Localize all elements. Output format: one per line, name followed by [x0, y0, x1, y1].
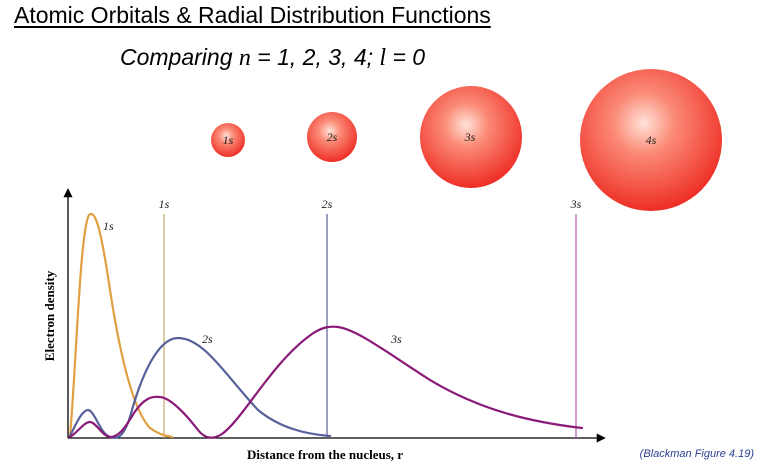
curve-2s-label: 2s — [202, 332, 213, 346]
radius-line-3s-label: 3s — [570, 197, 582, 211]
curve-2s — [68, 336, 332, 439]
curve-3s-label: 3s — [390, 332, 402, 346]
curve-1s — [68, 212, 174, 439]
radius-line-1s-label: 1s — [159, 197, 170, 211]
radius-line-2s-label: 2s — [322, 197, 333, 211]
subtitle-n-variable: n — [238, 45, 251, 71]
page-subtitle: Comparing n = 1, 2, 3, 4; l = 0 — [120, 44, 425, 72]
orbital-3s-sphere — [420, 86, 522, 188]
orbital-2s-sphere — [307, 112, 357, 162]
orbital-3s-label: 3s — [464, 130, 476, 144]
y-axis-label: Electron density — [42, 270, 57, 361]
radial-curves: 1s 2s 3s — [68, 212, 584, 439]
x-axis-label: Distance from the nucleus, r — [247, 447, 403, 462]
orbital-4s-label: 4s — [646, 133, 657, 147]
subtitle-prefix: Comparing — [120, 44, 239, 70]
orbital-1s-label: 1s — [223, 133, 234, 147]
orbital-spheres: 1s 2s 3s 4s — [211, 69, 722, 211]
subtitle-suffix: = 0 — [386, 44, 426, 70]
curve-3s — [68, 325, 584, 439]
subtitle-l-variable: l — [379, 45, 387, 71]
curve-1s-label: 1s — [103, 219, 114, 233]
radius-lines: 1s 2s 3s — [159, 197, 582, 438]
graph-axes: Electron density Distance from the nucle… — [42, 188, 606, 462]
figure-caption: (Blackman Figure 4.19) — [639, 448, 754, 460]
orbital-1s-sphere — [211, 123, 245, 157]
page-title: Atomic Orbitals & Radial Distribution Fu… — [14, 2, 491, 28]
orbital-4s-sphere — [580, 69, 722, 211]
subtitle-middle: = 1, 2, 3, 4; — [250, 44, 380, 70]
orbital-2s-label: 2s — [327, 130, 338, 144]
